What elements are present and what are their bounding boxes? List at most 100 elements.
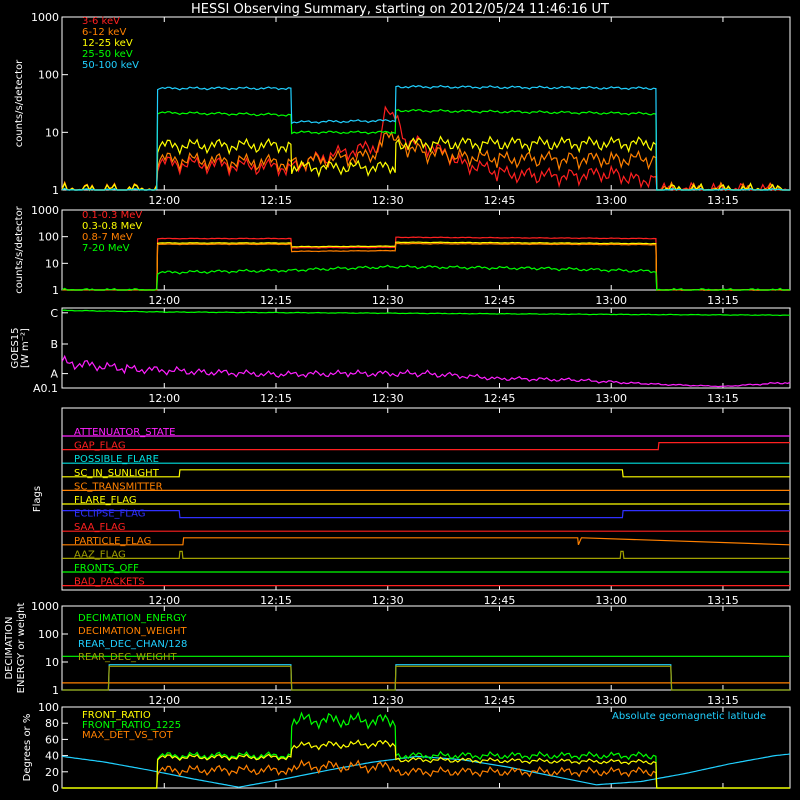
y-tick-label: A0.1 — [33, 382, 58, 395]
y-axis-label: Degrees or % — [22, 714, 33, 782]
series-line-rear-dec-weight — [62, 665, 790, 691]
panel-2: 12:00 12:15 12:30 12:45 13:00 13:15 1 10 100 1000… — [14, 204, 791, 307]
series-line-7-20-mev — [61, 264, 791, 291]
y-tick-label: 100 — [38, 628, 59, 641]
flag-label: SC_IN_SUNLIGHT — [74, 468, 160, 479]
y-tick-label: 1000 — [31, 600, 59, 613]
x-tick-label: 13:15 — [707, 392, 739, 405]
figure-title: HESSI Observing Summary, starting on 201… — [191, 2, 609, 17]
y-tick-label: 60 — [45, 733, 59, 746]
series-line-0-3-0-8-mev — [62, 241, 790, 291]
y-axis-label-line1: DECIMATION — [4, 616, 15, 679]
series-line-goes-short — [61, 354, 791, 388]
flag-label: SC_TRANSMITTER — [74, 481, 163, 492]
flag-label: BAD_PACKETS — [74, 577, 145, 588]
x-tick-label: 12:00 — [148, 294, 180, 307]
y-tick-label: 10 — [45, 656, 59, 669]
x-tick-label: 12:45 — [484, 694, 516, 707]
x-tick-label: 12:15 — [260, 694, 292, 707]
x-tick-label: 12:15 — [260, 392, 292, 405]
flag-label: ATTENUATOR_STATE — [74, 427, 175, 438]
series-line-0-1-0-3-mev — [62, 236, 790, 291]
panels: 12:00 12:15 12:30 12:45 13:00 13:151101001000… — [4, 11, 791, 795]
legend-entry: FRONT_RATIO_1225 — [82, 720, 181, 731]
x-tick-label: 12:30 — [372, 194, 404, 207]
panel-frame — [61, 706, 791, 789]
series-line-goes-long — [62, 309, 790, 317]
series-line-rear-dec-chan-128 — [62, 664, 790, 691]
flag-label: POSSIBLE_FLARE — [74, 454, 159, 465]
x-tick-label: 12:45 — [484, 294, 516, 307]
x-tick-label: 13:15 — [707, 294, 739, 307]
flag-line — [62, 550, 790, 560]
legend-entry: 25-50 keV — [82, 49, 133, 60]
y-axis-label: GOES15 — [10, 327, 21, 368]
flag-label: SAA_FLAG — [74, 522, 125, 533]
series-line-absolute-geomagnetic-latitude — [62, 753, 791, 788]
panel-6: 0 20 40 60 80 100 Degrees or % FRONT_RATIOFRONT… — [22, 701, 791, 795]
x-tick-label: 12:30 — [372, 392, 404, 405]
y-tick-label: 10 — [45, 126, 59, 139]
panel-1: 12:00 12:15 12:30 12:45 13:00 13:15 1 10 100 1000… — [14, 11, 791, 207]
y-tick-label: A — [50, 368, 58, 381]
flag-line — [62, 469, 790, 478]
x-tick-label: 12:15 — [260, 294, 292, 307]
panel-frame — [61, 16, 791, 191]
series-line-3-6-kev — [61, 105, 790, 192]
x-tick-label: 12:30 — [372, 594, 404, 607]
y-tick-label: 40 — [45, 750, 59, 763]
y-tick-label: C — [50, 307, 58, 320]
legend-entry: 12-25 keV — [82, 38, 133, 49]
x-tick-label: 13:00 — [595, 392, 627, 405]
y-axis-label: counts/s/detector — [14, 59, 25, 147]
legend-entry: 0.3-0.8 MeV — [82, 221, 142, 232]
y-tick-label: 10 — [45, 257, 59, 270]
series-line-12-25-kev — [61, 135, 790, 192]
series-line-front-ratio — [62, 739, 790, 789]
legend-entry: 50-100 keV — [82, 60, 139, 71]
x-tick-label: 12:00 — [148, 392, 180, 405]
x-tick-label: 12:30 — [372, 294, 404, 307]
y-tick-label: 1 — [52, 184, 59, 197]
x-tick-label: 12:15 — [260, 594, 292, 607]
legend-entry: DECIMATION_WEIGHT — [78, 626, 187, 637]
flag-label: FLARE_FLAG — [74, 495, 137, 506]
panel-frame — [61, 407, 791, 591]
x-tick-label: 13:15 — [707, 694, 739, 707]
legend-entry: FRONT_RATIO — [82, 710, 151, 721]
x-tick-label: 13:15 — [707, 594, 739, 607]
legend-entry: DECIMATION_ENERGY — [78, 613, 187, 624]
flag-label: AAZ_FLAG — [74, 549, 126, 560]
y-tick-label: 20 — [45, 766, 59, 779]
x-tick-label: 13:00 — [595, 594, 627, 607]
panel-frame — [61, 307, 791, 389]
series-line-50-100-kev — [61, 84, 790, 191]
x-tick-label: 12:45 — [484, 594, 516, 607]
legend-entry: MAX_DET_VS_TOT — [82, 730, 174, 741]
panel-frame — [61, 209, 791, 291]
x-tick-label: 13:00 — [595, 694, 627, 707]
panel-4: 12:00 12:15 12:30 12:45 13:00 13:15 Flags ATTEN… — [32, 407, 791, 607]
y-axis-label: counts/s/detector — [14, 205, 25, 293]
x-tick-label: 12:00 — [148, 694, 180, 707]
panel-3: 12:00 12:15 12:30 12:45 13:00 13:15 A0.1A B C GOE… — [10, 307, 791, 405]
panel-frame — [61, 605, 791, 691]
y-axis-label: Flags — [32, 486, 43, 512]
y-tick-label: 1 — [52, 284, 59, 297]
x-tick-label: 12:45 — [484, 194, 516, 207]
x-tick-label: 12:15 — [260, 194, 292, 207]
y-tick-label: 80 — [45, 717, 59, 730]
x-tick-label: 12:00 — [148, 594, 180, 607]
y-tick-label: 1 — [52, 684, 59, 697]
x-tick-label: 13:00 — [595, 294, 627, 307]
legend-entry: Absolute geomagnetic latitude — [612, 711, 766, 722]
flag-label: GAP_FLAG — [74, 441, 126, 452]
flag-line — [62, 537, 791, 546]
legend-entry: 7-20 MeV — [82, 243, 130, 254]
y-tick-label: 0 — [52, 782, 59, 795]
x-tick-label: 12:30 — [372, 694, 404, 707]
legend-entry: 0.1-0.3 MeV — [82, 210, 142, 221]
legend-entry: 6-12 keV — [82, 27, 126, 38]
y-axis-units: [W m⁻²] — [20, 328, 31, 368]
